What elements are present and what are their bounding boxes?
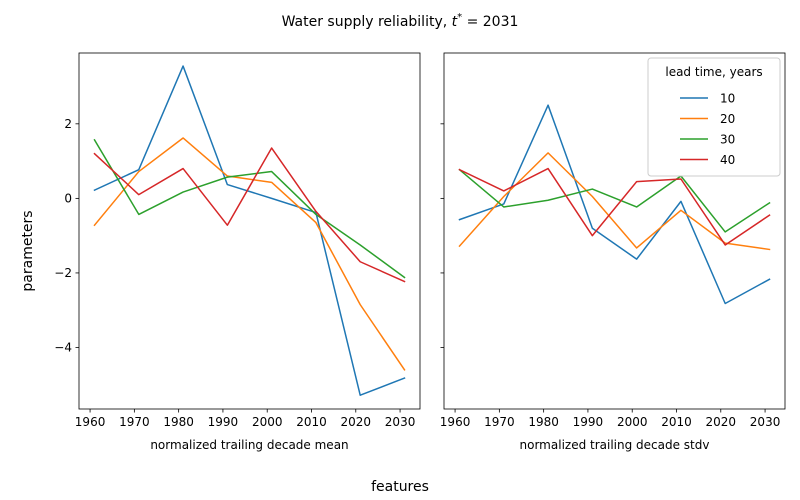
legend: lead time, years 10 20 30 40: [647, 57, 781, 177]
series-line-40: [458, 167, 771, 246]
legend-label-20: 20: [720, 112, 735, 126]
legend-label-10: 10: [720, 92, 735, 106]
x-tick-label: 2020: [341, 415, 372, 429]
x-axis-label: normalized trailing decade mean: [150, 438, 348, 452]
figure-xlabel: features: [371, 479, 429, 495]
y-tick-label: 2: [64, 117, 72, 131]
y-tick-label: −4: [54, 340, 72, 354]
x-tick-label: 1990: [573, 415, 604, 429]
plot-frame: [443, 52, 786, 410]
series-line-40: [93, 147, 406, 283]
x-tick-label: 1960: [440, 415, 471, 429]
x-tick-label: 2030: [750, 415, 781, 429]
figure-ylabel: parameters: [20, 210, 36, 291]
legend-label-40: 40: [720, 153, 735, 167]
legend-title: lead time, years: [665, 65, 762, 79]
panel-2: 1960 1970 1980 1990 2000 2010 2020 2030normaliz…: [440, 52, 786, 452]
x-tick-label: 2000: [617, 415, 648, 429]
x-axis-label: normalized trailing decade stdv: [520, 438, 710, 452]
x-tick-label: 2030: [385, 415, 416, 429]
series-line-20: [93, 137, 406, 371]
x-tick-label: 2000: [252, 415, 283, 429]
figure-title: Water supply reliability, t* = 2031: [282, 12, 519, 30]
x-tick-label: 1980: [528, 415, 559, 429]
series-line-30: [458, 168, 771, 233]
x-tick-label: 1970: [484, 415, 515, 429]
y-tick-label: −2: [54, 266, 72, 280]
x-tick-label: 2010: [661, 415, 692, 429]
x-tick-label: 1980: [163, 415, 194, 429]
x-tick-label: 2010: [296, 415, 327, 429]
panel-1: 1960 1970 1980 1990 2000 2010 2020 2030 2 0 −2 −4 no…: [54, 52, 421, 452]
x-tick-label: 2020: [706, 415, 737, 429]
x-tick-label: 1960: [75, 415, 106, 429]
series-line-10: [93, 65, 406, 396]
legend-box: [647, 57, 781, 177]
series-line-20: [458, 152, 771, 251]
x-tick-label: 1970: [119, 415, 150, 429]
y-tick-label: 0: [64, 191, 72, 205]
series-line-30: [93, 138, 406, 279]
x-tick-label: 1990: [208, 415, 239, 429]
plot-frame: [78, 52, 421, 410]
legend-label-30: 30: [720, 133, 735, 147]
